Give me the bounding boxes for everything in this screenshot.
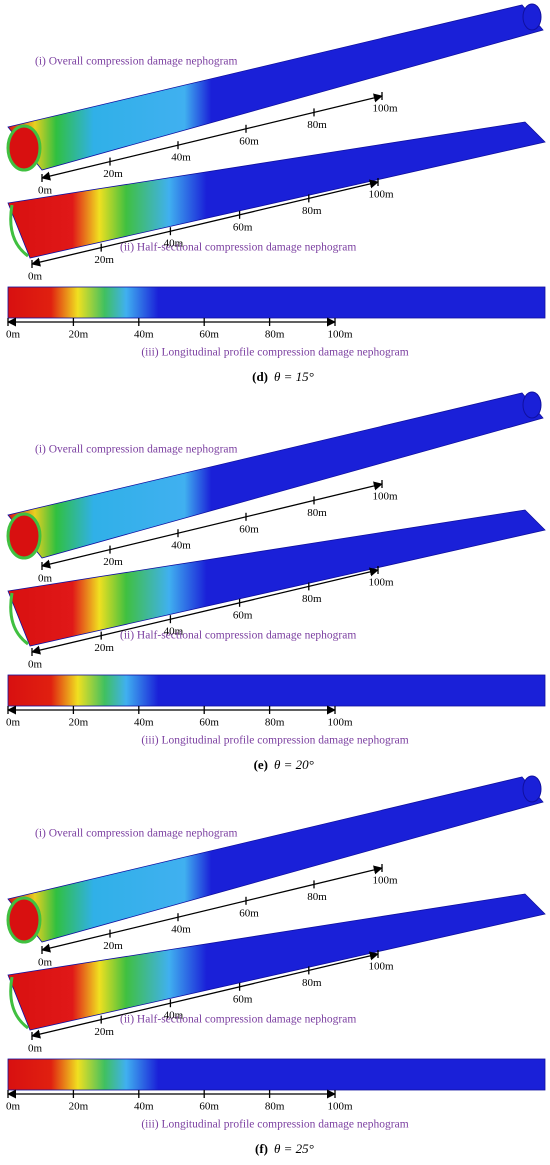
- scale-label: 100m: [368, 189, 394, 201]
- scale-label: 80m: [265, 329, 285, 341]
- view-title: (i) Overall compression damage nephogram: [35, 828, 238, 840]
- scale-label: 60m: [233, 221, 253, 233]
- scale-label: 100m: [327, 1101, 353, 1113]
- scale-label: 80m: [302, 977, 322, 989]
- tube-end: [6, 896, 42, 944]
- scale-label: 100m: [368, 961, 394, 973]
- view-title: (iii) Longitudinal profile compression d…: [141, 1119, 408, 1131]
- scale-label: 0m: [6, 329, 21, 341]
- scale-label: 80m: [307, 507, 327, 519]
- scale-label: 20m: [69, 1101, 89, 1113]
- long-profile: [7, 674, 546, 707]
- scale-label: 100m: [327, 717, 353, 729]
- scale-label: 60m: [199, 1101, 219, 1113]
- long-profile: [7, 286, 546, 319]
- tube-far-end: [522, 3, 542, 31]
- scale-label: 20m: [103, 556, 123, 568]
- panel: (i) Overall compression damage nephogram…: [6, 391, 546, 772]
- scale-label: 0m: [38, 957, 53, 969]
- scale-label: 0m: [28, 1043, 43, 1055]
- view-title: (iii) Longitudinal profile compression d…: [141, 347, 408, 359]
- caption-angle: θ = 20°: [274, 757, 314, 772]
- view-title: (ii) Half-sectional compression damage n…: [120, 630, 356, 642]
- scale-label: 20m: [69, 717, 89, 729]
- view-title: (ii) Half-sectional compression damage n…: [120, 242, 356, 254]
- panel: (i) Overall compression damage nephogram…: [6, 775, 546, 1156]
- tube-far-end: [522, 775, 542, 803]
- caption-tag: (d): [252, 369, 268, 384]
- caption-angle: θ = 15°: [274, 369, 314, 384]
- scale-label: 60m: [199, 329, 219, 341]
- view-title: (ii) Half-sectional compression damage n…: [120, 1014, 356, 1026]
- scale-label: 40m: [134, 1101, 154, 1113]
- scale-line: [31, 951, 379, 1039]
- scale-line: [41, 481, 383, 569]
- scale-label: 40m: [164, 626, 184, 638]
- scale-label: 20m: [103, 168, 123, 180]
- scale-label: 0m: [6, 717, 21, 729]
- scale-label: 80m: [265, 1101, 285, 1113]
- scale-label: 80m: [265, 717, 285, 729]
- half-rim: [9, 976, 29, 1030]
- scale-label: 20m: [94, 254, 114, 266]
- half-rim: [9, 592, 29, 646]
- scale-label: 60m: [239, 907, 259, 919]
- scale-label: 20m: [69, 329, 89, 341]
- scale-label: 40m: [164, 1010, 184, 1022]
- caption-tag: (f): [255, 1141, 268, 1156]
- scale-label: 40m: [171, 540, 191, 552]
- scale-label: 20m: [94, 1026, 114, 1038]
- scale-label: 100m: [372, 491, 398, 503]
- scale-label: 100m: [368, 577, 394, 589]
- half-rim: [9, 204, 29, 258]
- scale-label: 0m: [38, 573, 53, 585]
- scale-label: 0m: [6, 1101, 21, 1113]
- scale-label: 60m: [199, 717, 219, 729]
- scale-label: 80m: [302, 593, 322, 605]
- scale-label: 60m: [233, 609, 253, 621]
- caption-tag: (e): [254, 757, 268, 772]
- scale-label: 60m: [239, 135, 259, 147]
- scale-label: 40m: [134, 329, 154, 341]
- scale-line: [41, 93, 383, 181]
- scale-line: [31, 567, 379, 655]
- long-profile: [7, 1058, 546, 1091]
- scale-label: 80m: [307, 891, 327, 903]
- scale-label: 0m: [28, 271, 43, 283]
- tube-end: [6, 512, 42, 560]
- scale-label: 80m: [307, 119, 327, 131]
- scale-label: 40m: [134, 717, 154, 729]
- scale-label: 100m: [372, 875, 398, 887]
- scale-label: 0m: [28, 659, 43, 671]
- scale-label: 40m: [171, 152, 191, 164]
- caption-angle: θ = 25°: [274, 1141, 314, 1156]
- scale-label: 100m: [372, 103, 398, 115]
- scale-label: 20m: [103, 940, 123, 952]
- scale-label: 60m: [233, 993, 253, 1005]
- scale-label: 20m: [94, 642, 114, 654]
- scale-label: 80m: [302, 205, 322, 217]
- tube-end: [6, 124, 42, 172]
- view-title: (i) Overall compression damage nephogram: [35, 444, 238, 456]
- scale-label: 60m: [239, 523, 259, 535]
- view-title: (i) Overall compression damage nephogram: [35, 56, 238, 68]
- scale-line: [31, 179, 379, 267]
- scale-label: 0m: [38, 185, 53, 197]
- tube-far-end: [522, 391, 542, 419]
- scale-line: [41, 865, 383, 953]
- scale-label: 40m: [171, 924, 191, 936]
- scale-label: 40m: [164, 238, 184, 250]
- scale-label: 100m: [327, 329, 353, 341]
- view-title: (iii) Longitudinal profile compression d…: [141, 735, 408, 747]
- panel: (i) Overall compression damage nephogram…: [6, 3, 546, 384]
